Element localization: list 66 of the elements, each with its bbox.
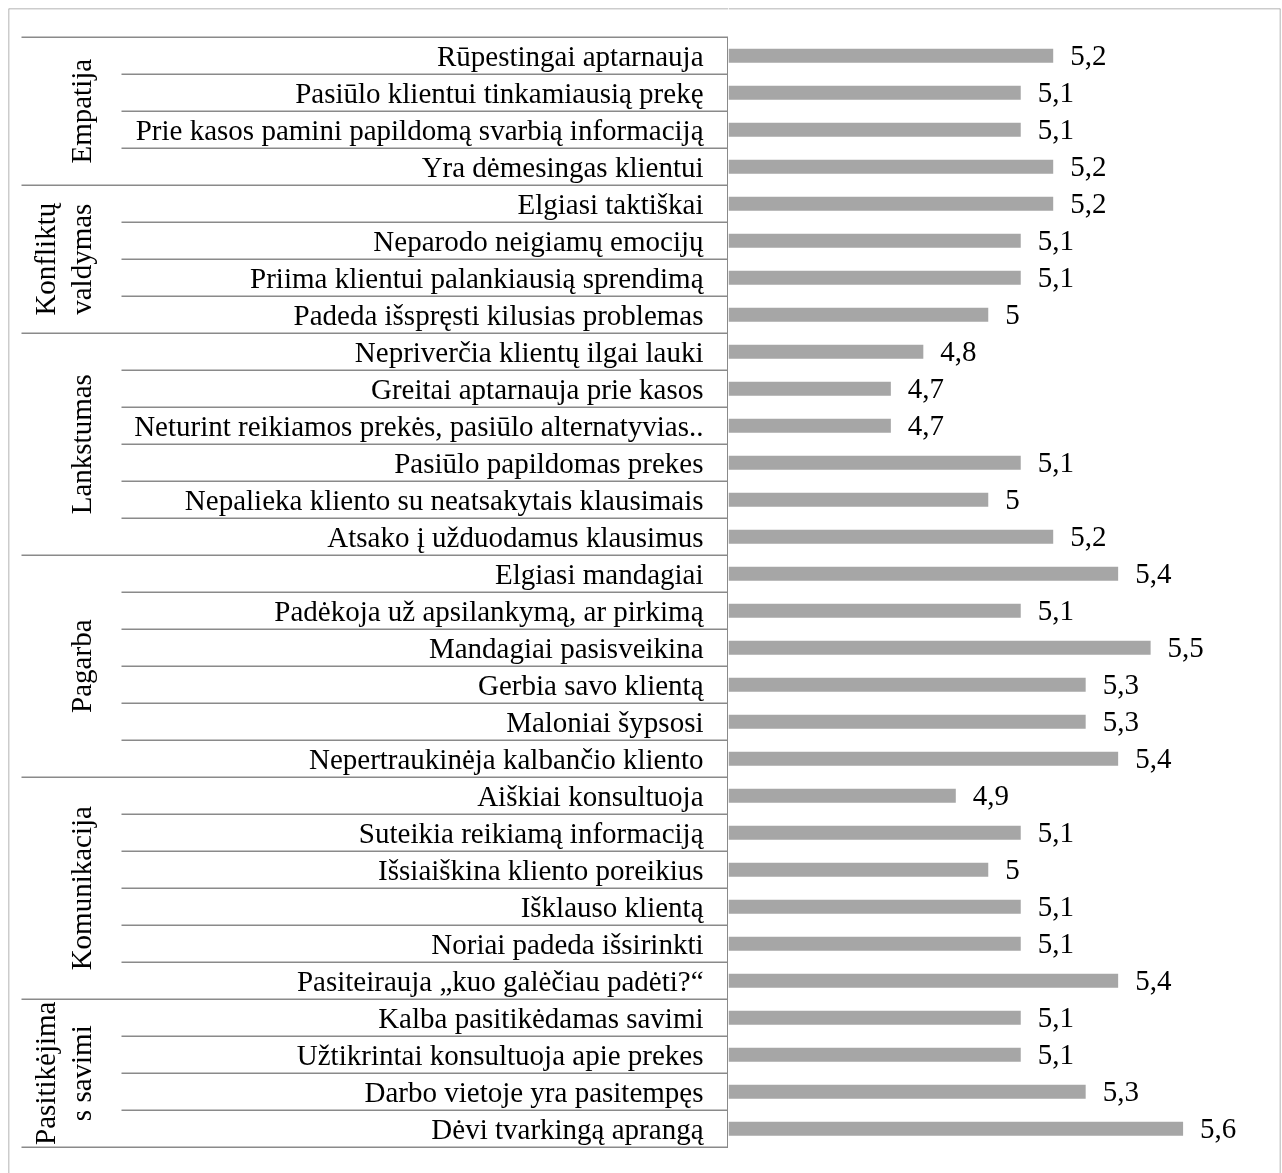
data-label: 5,5	[1167, 631, 1204, 664]
data-label: 5	[1005, 298, 1020, 331]
y-tick-label: Pasiūlo klientui tinkamiausią prekę	[295, 76, 704, 109]
y-tick-label: Gerbia savo klientą	[478, 668, 705, 701]
y-tick-label: Darbo vietoje yra pasitempęs	[364, 1075, 704, 1108]
y-tick-label: Yra dėmesingas klientui	[421, 150, 704, 183]
data-label: 5,1	[1037, 113, 1074, 146]
y-tick-label: Maloniai šypsosi	[506, 705, 704, 738]
y-tick-label: Padėkoja už apsilankymą, ar pirkimą	[274, 594, 705, 627]
y-tick-label: Aiškiai konsultuoja	[477, 779, 704, 812]
y-tick-label: Išklauso klientą	[520, 890, 705, 923]
y-tick-label: Mandagiai pasisveikina	[428, 631, 704, 664]
data-label: 5,1	[1037, 261, 1074, 294]
data-label: 5,1	[1037, 594, 1074, 627]
data-label: 4,9	[972, 779, 1010, 812]
data-label: 4,7	[907, 409, 945, 442]
data-label: 5,2	[1070, 520, 1107, 553]
y-tick-label: Kalba pasitikėdamas savimi	[378, 1001, 704, 1034]
data-label: 5,1	[1037, 890, 1074, 923]
data-label: 5,2	[1070, 187, 1107, 220]
data-label: 5,2	[1070, 150, 1107, 183]
y-tick-label: Priima klientui palankiausią sprendimą	[250, 261, 705, 294]
text: Pagarba	[64, 619, 97, 713]
y-tick-label: Elgiasi mandagiai	[494, 557, 704, 590]
y-tick-label: Elgiasi taktiškai	[517, 187, 704, 220]
y-tick-label: Nepalieka kliento su neatsakytais klausimais	[184, 483, 704, 516]
y-tick-label: Neturint reikiamos prekės, pasiūlo alternatyvias..	[134, 409, 704, 442]
y-tick-label: Greitai aptarnauja prie kasos	[370, 372, 704, 405]
data-label: 5,1	[1037, 816, 1074, 849]
y-tick-label: Neparodo neigiamų emocijų	[373, 224, 704, 257]
data-label: 5,1	[1037, 446, 1074, 479]
y-tick-label: Pasiūlo papildomas prekes	[394, 446, 704, 479]
data-label: 5,3	[1102, 668, 1139, 701]
data-label: 5,1	[1037, 927, 1074, 960]
data-label: 5,1	[1037, 1038, 1074, 1071]
y-tick-label: Užtikrintai konsultuoja apie prekes	[296, 1038, 704, 1071]
data-label: 5,3	[1102, 1075, 1139, 1108]
y-tick-label: Pasiteirauja „kuo galėčiau padėti?“	[296, 964, 704, 997]
y-tick-label: Nepertraukinėja kalbančio kliento	[308, 742, 704, 775]
data-label: 5,3	[1102, 705, 1139, 738]
data-label: 5,4	[1135, 557, 1172, 590]
y-tick-label: Dėvi tvarkingą aprangą	[431, 1112, 705, 1145]
data-label: 4,8	[940, 335, 977, 368]
text: Lankstumas	[64, 374, 97, 515]
data-label: 4,7	[907, 372, 945, 405]
y-tick-label: Rūpestingai aptarnauja	[436, 39, 704, 72]
y-tick-label: Noriai padeda išsirinkti	[431, 927, 704, 960]
data-label: 5,2	[1070, 39, 1107, 72]
text: Empatija	[64, 58, 97, 164]
data-label: 5,6	[1200, 1112, 1237, 1145]
text: Pasitikėjima s savimi	[28, 1001, 97, 1145]
y-tick-label: Suteikia reikiamą informaciją	[358, 816, 705, 849]
text: Konfliktų valdymas	[28, 202, 97, 316]
data-label: 5,1	[1037, 224, 1074, 257]
y-tick-label: Išsiaiškina kliento poreikius	[378, 853, 704, 886]
y-tick-label: Padeda išspręsti kilusias problemas	[293, 298, 704, 331]
data-label: 5,4	[1135, 964, 1172, 997]
y-tick-label: Prie kasos pamini papildomą svarbią informaciją	[135, 113, 705, 146]
data-label: 5	[1005, 483, 1020, 516]
text: Komunikacija	[64, 805, 97, 971]
data-label: 5,1	[1037, 1001, 1074, 1034]
data-label: 5,1	[1037, 76, 1074, 109]
data-label: 5,4	[1135, 742, 1172, 775]
data-label: 5	[1005, 853, 1020, 886]
y-tick-label: Nepriverčia klientų ilgai lauki	[354, 335, 704, 368]
y-tick-label: Atsako į užduodamus klausimus	[327, 520, 704, 553]
